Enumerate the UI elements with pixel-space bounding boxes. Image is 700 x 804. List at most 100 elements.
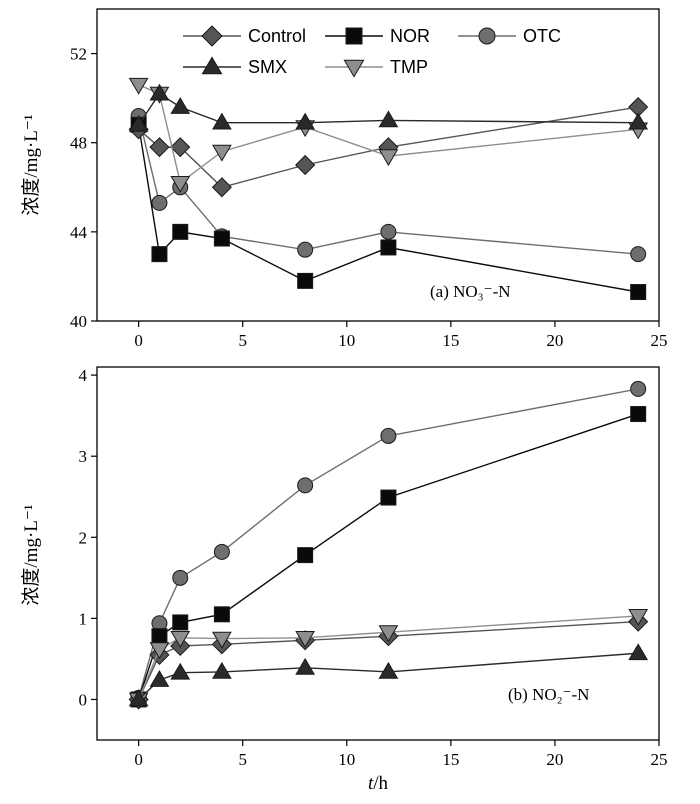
legend-item-control: Control (183, 25, 306, 47)
panel-a-legend: Control NOR OTC SMX TMP (183, 25, 561, 78)
panel-b-point-smx (149, 670, 170, 687)
panel-b-xlabel: t/h (368, 773, 389, 794)
panel-b-xtick-label: 25 (651, 750, 668, 769)
legend-marker-nor (345, 27, 363, 45)
legend-label-smx: SMX (248, 57, 287, 77)
legend-label-nor: NOR (390, 26, 430, 46)
panel-b-xtick-label: 20 (546, 750, 563, 769)
panel-a-point-smx (378, 110, 399, 128)
panel-a-point-smx (295, 112, 316, 130)
panel-b-point-nor (630, 406, 647, 423)
panel-b-point-tmp (378, 625, 399, 643)
panel-b-point-otc (172, 569, 189, 586)
panel-b-point-tmp (295, 630, 316, 648)
panel-a-point-nor (172, 223, 189, 240)
panel-a-ytick-label: 44 (70, 223, 88, 242)
panel-a-series-smx (128, 83, 649, 132)
legend-marker-tmp (343, 59, 365, 78)
panel-a-ytick-label: 48 (70, 134, 87, 153)
panel-a-xtick-label: 25 (651, 331, 668, 350)
panel-a-point-control (211, 177, 232, 198)
panel-b-point-smx (628, 643, 649, 661)
panel-b-point-nor (172, 614, 189, 631)
panel-b-point-otc (630, 380, 647, 397)
panel-b-point-smx (378, 661, 399, 679)
panel-a-point-otc (630, 246, 647, 263)
panel-b-point-tmp (170, 630, 191, 648)
panel-b-xtick-label: 0 (134, 750, 143, 769)
panel-a-point-control (170, 137, 191, 158)
panel-b-point-tmp (628, 609, 649, 626)
panel-b-ticks: 0 5 10 15 20 25 0 1 2 3 4 (79, 366, 668, 769)
panel-a-ticks: 0 5 10 15 20 25 40 44 48 52 (70, 45, 668, 350)
panel-a-point-control (149, 137, 170, 158)
panel-b-point-nor (151, 628, 168, 645)
panel-a-ytick-label: 52 (70, 45, 87, 64)
panel-a-point-control (295, 154, 316, 176)
panel-a-point-otc (297, 241, 314, 258)
panel-b-ytick-label: 1 (79, 609, 88, 628)
panel-a-xtick-label: 15 (442, 331, 459, 350)
legend-item-otc: OTC (458, 26, 561, 46)
panel-a-point-smx (170, 97, 191, 114)
panel-b-point-nor (297, 547, 314, 564)
panel-b-point-otc (380, 427, 397, 444)
panel-b-point-nor (213, 606, 230, 623)
panel-a-ylabel: 浓度/mg·L⁻¹ (20, 114, 42, 216)
panel-b-point-otc (297, 477, 314, 494)
panel-a-point-smx (628, 112, 649, 130)
panel-a-ytick-label: 40 (70, 312, 87, 331)
panel-a-point-nor (151, 246, 168, 263)
panel-b-point-tmp (212, 631, 232, 649)
panel-a-series-control (128, 96, 649, 198)
panel-a-xtick-label: 5 (238, 331, 247, 350)
panel-a-point-tmp (212, 144, 232, 162)
panel-b-point-smx (295, 657, 316, 675)
panel-a: 0 5 10 15 20 25 40 44 48 52 Control NOR OTC SMX TMP 浓… (20, 8, 668, 350)
panel-b-point-smx (170, 662, 191, 680)
panel-b-xtick-label: 5 (238, 750, 247, 769)
panel-a-point-smx (149, 83, 170, 101)
panel-b-xtick-label: 15 (442, 750, 459, 769)
panel-b-series-smx (128, 643, 649, 707)
panel-b-ylabel: 浓度/mg·L⁻¹ (20, 504, 42, 606)
panel-a-xtick-label: 20 (546, 331, 563, 350)
panel-a-point-tmp (170, 175, 191, 193)
legend-item-tmp: TMP (325, 57, 428, 78)
panel-b-point-nor (380, 489, 397, 506)
panel-b-series-otc (130, 380, 647, 706)
legend-label-control: Control (248, 26, 306, 46)
legend-item-smx: SMX (183, 56, 287, 77)
panel-a-point-nor (297, 272, 314, 289)
legend-marker-smx (201, 56, 223, 75)
panel-b-point-otc (213, 543, 230, 560)
legend-label-tmp: TMP (390, 57, 428, 77)
panel-b-ytick-label: 0 (79, 690, 88, 709)
panel-a-annotation: (a) NO₃⁻-N (430, 282, 511, 301)
panel-a-line-tmp (138, 84, 639, 185)
panel-a-point-nor (630, 284, 647, 301)
panel-a-point-nor (213, 230, 230, 247)
panel-a-point-otc (380, 223, 397, 240)
panel-b-point-smx (212, 661, 232, 679)
panel-b-series-nor (130, 406, 647, 708)
panel-a-series-tmp (128, 77, 649, 193)
panel-a-point-tmp (128, 77, 149, 95)
legend-item-nor: NOR (325, 26, 430, 46)
panel-a-point-smx (128, 114, 149, 132)
panel-b-point-smx (128, 689, 149, 707)
panel-b-axes-frame (96, 366, 660, 741)
panel-b-series (128, 380, 649, 710)
panel-a-series-otc (130, 107, 647, 263)
panel-b-ytick-label: 3 (79, 447, 88, 466)
panel-a-series (128, 77, 649, 301)
legend-marker-control (201, 25, 223, 47)
panel-a-point-smx (212, 112, 232, 130)
panel-b-ytick-label: 2 (79, 528, 88, 547)
panel-b: 0 5 10 15 20 25 0 1 2 3 4 浓度/mg·L⁻¹ (b) NO₂⁻-N t/h (20, 366, 668, 794)
panel-b-point-tmp (149, 642, 170, 660)
panel-a-axes-frame (96, 8, 660, 322)
panel-a-xtick-label: 10 (338, 331, 355, 350)
panel-b-annotation: (b) NO₂⁻-N (508, 685, 589, 704)
